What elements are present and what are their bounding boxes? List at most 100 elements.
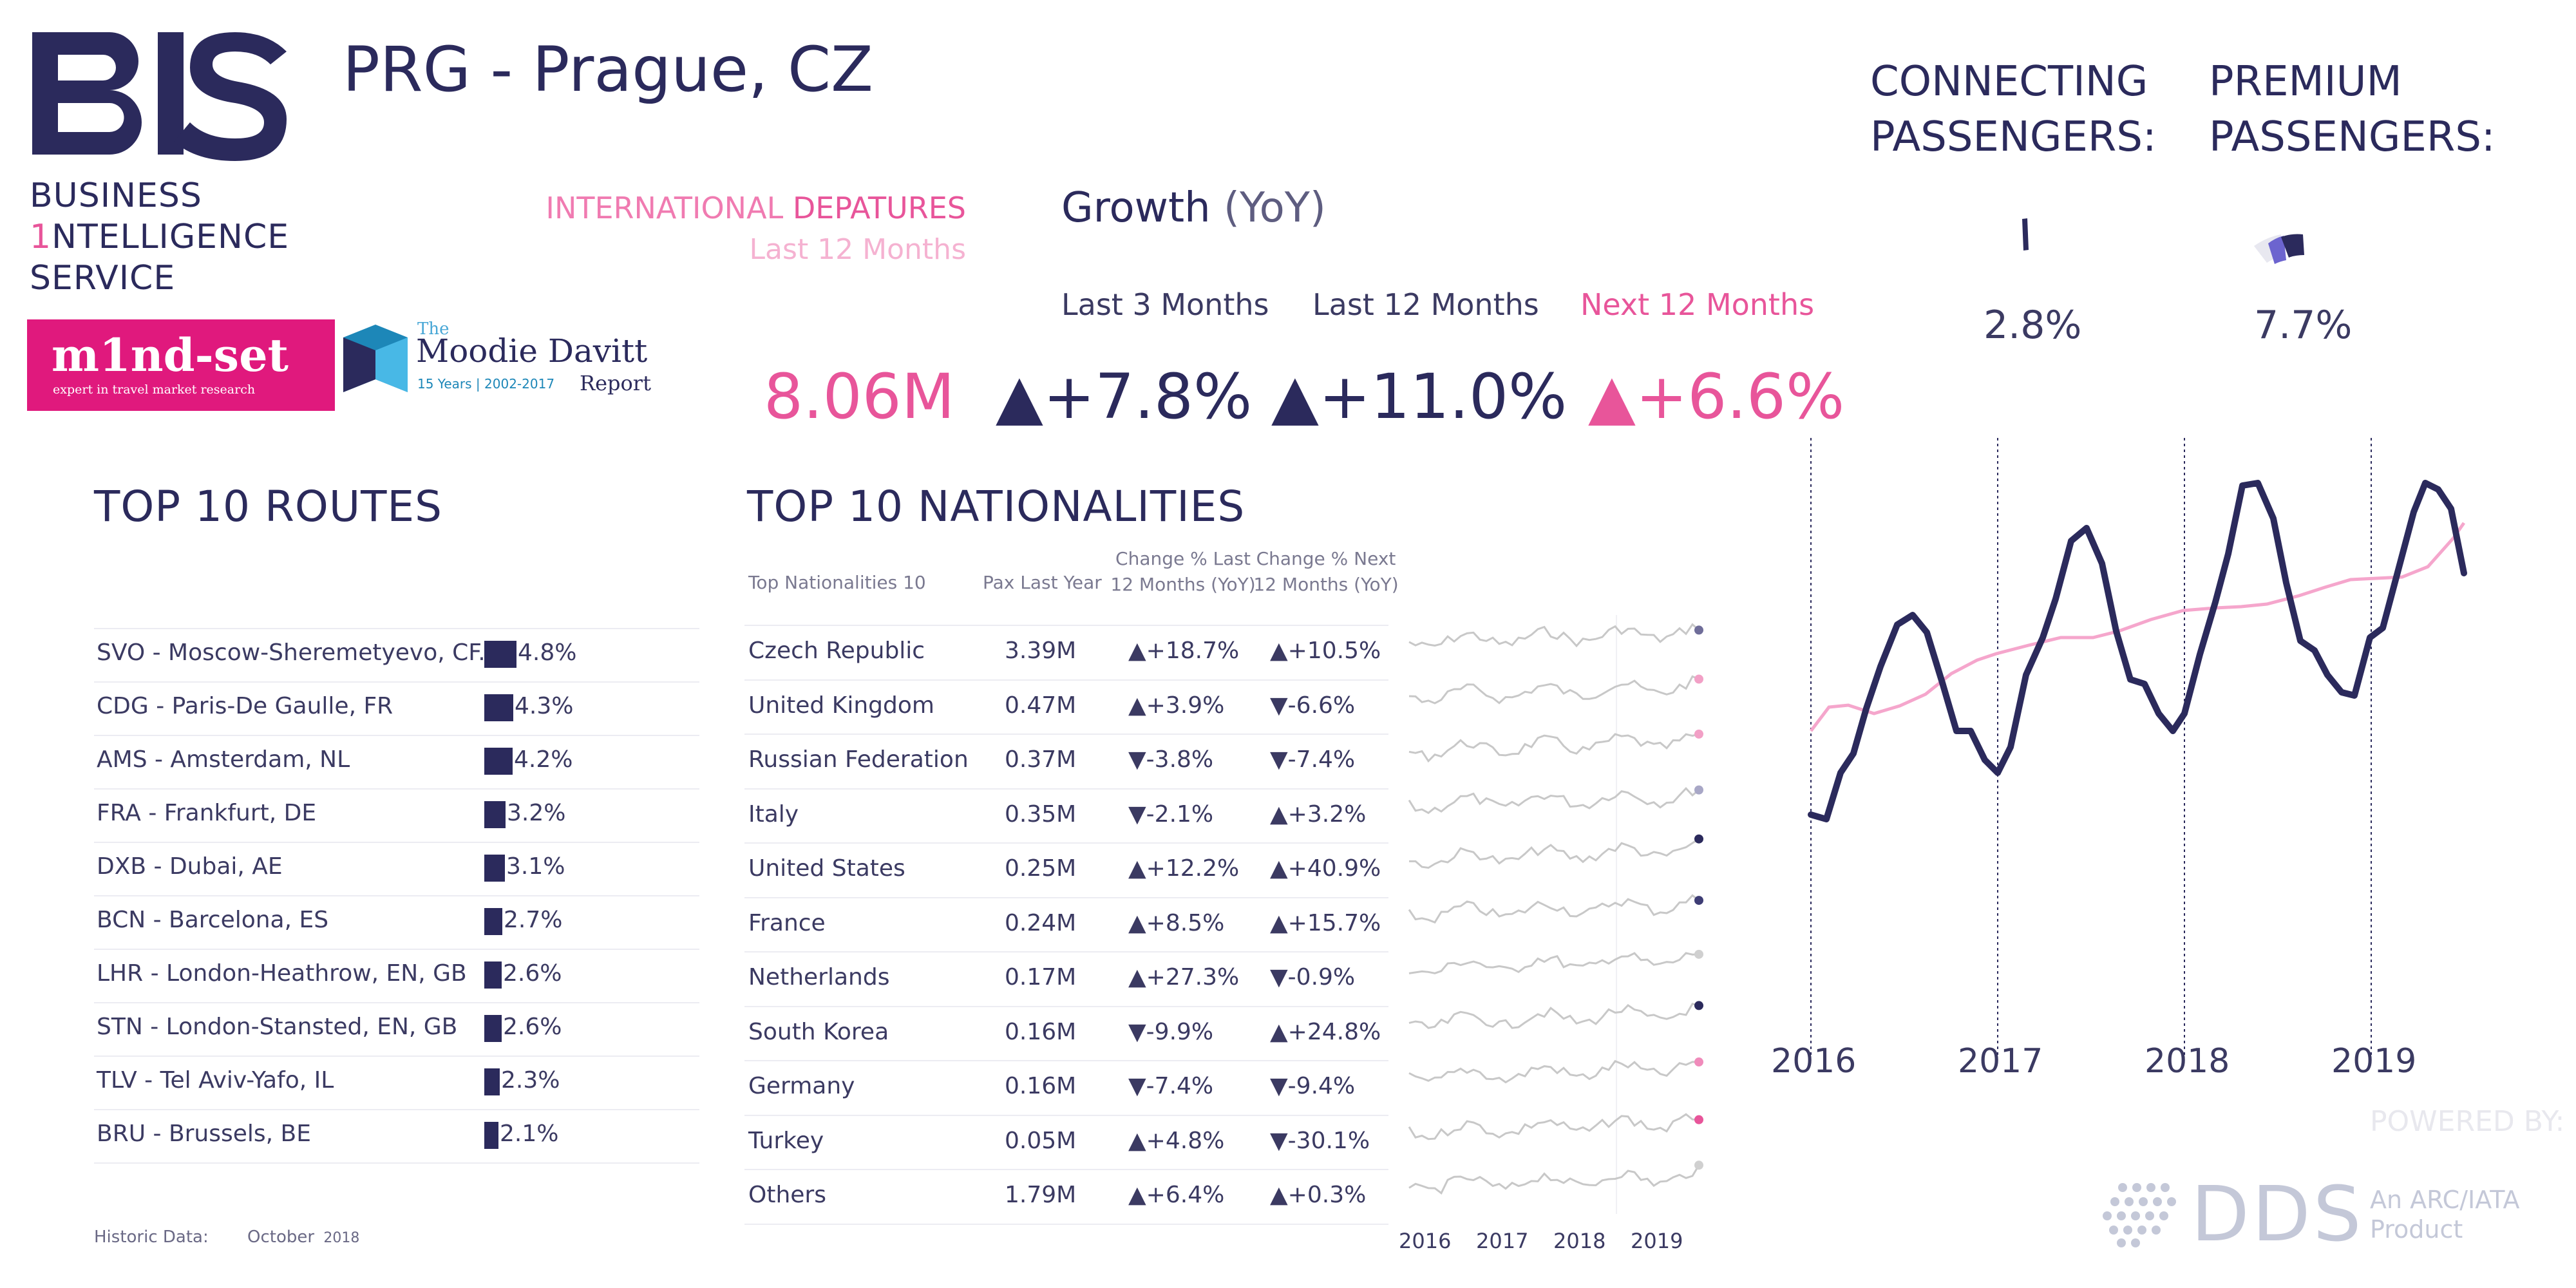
route-row-divider bbox=[94, 628, 699, 629]
trend-year-label: 2016 bbox=[1771, 1042, 1857, 1081]
powered-by: POWERED BY: bbox=[2370, 1105, 2565, 1138]
route-row-divider bbox=[94, 895, 699, 896]
dds-sub-1: An ARC/IATA bbox=[2370, 1186, 2520, 1214]
premium-donut-arc-mid bbox=[2268, 236, 2286, 264]
nat-change-last: ▲+6.4% bbox=[1128, 1182, 1225, 1208]
nat-change-last: ▲+4.8% bbox=[1128, 1127, 1225, 1154]
nat-name: United Kingdom bbox=[748, 692, 934, 719]
trend-year-label: 2019 bbox=[2331, 1042, 2417, 1081]
nat-sparkline-end-dot bbox=[1694, 896, 1703, 905]
route-share-bar bbox=[484, 1122, 498, 1149]
departures-label-b: DEPATURES bbox=[792, 191, 966, 225]
nat-header-last: Change % Last 12 Months (YoY) bbox=[1110, 548, 1256, 595]
brand-name: BUSINESS 1NTELLIGENCE SERVICE bbox=[30, 175, 289, 299]
growth-title-suffix: (YoY) bbox=[1224, 184, 1326, 232]
nat-pax: 0.24M bbox=[1005, 909, 1077, 936]
route-name: BCN - Barcelona, ES bbox=[97, 907, 329, 933]
nat-name: Others bbox=[748, 1182, 826, 1208]
route-row-divider bbox=[94, 1056, 699, 1057]
page-title: PRG - Prague, CZ bbox=[343, 33, 873, 106]
nat-row-divider bbox=[744, 1169, 1388, 1170]
seasonal-trend-chart bbox=[1808, 438, 2467, 1056]
growth-value-next12: ▲+6.6% bbox=[1588, 361, 1844, 433]
route-name: TLV - Tel Aviv-Yafo, IL bbox=[97, 1067, 334, 1094]
brand-line-2: 1NTELLIGENCE bbox=[30, 216, 289, 258]
dds-logo-text: DDS bbox=[2191, 1170, 2364, 1258]
nat-row-divider bbox=[744, 788, 1388, 790]
growth-label-last3: Last 3 Months bbox=[1061, 287, 1269, 322]
nat-pax: 0.37M bbox=[1005, 746, 1077, 773]
connecting-label: CONNECTING PASSENGERS: bbox=[1870, 54, 2157, 165]
nat-sparkline-end-dot bbox=[1694, 949, 1703, 959]
growth-value-last3: ▲+7.8% bbox=[996, 361, 1252, 433]
nat-pax: 3.39M bbox=[1005, 638, 1077, 664]
nat-name: Czech Republic bbox=[748, 638, 925, 664]
nat-row-divider bbox=[744, 896, 1388, 898]
nat-row-divider bbox=[744, 842, 1388, 844]
spark-year-label: 2017 bbox=[1476, 1229, 1529, 1253]
route-share-bar bbox=[484, 908, 502, 935]
historic-data: Historic Data: October 2018 bbox=[94, 1227, 359, 1247]
nat-change-next: ▲+10.5% bbox=[1270, 638, 1381, 664]
route-share-bar bbox=[484, 1068, 500, 1095]
mindset-logo-title: m1nd-set bbox=[52, 328, 289, 382]
nat-sparkline-end-dot bbox=[1694, 834, 1703, 844]
nat-pax: 0.05M bbox=[1005, 1127, 1077, 1154]
brand-line-1: BUSINESS bbox=[30, 176, 202, 215]
dds-sub: An ARC/IATA Product bbox=[2370, 1185, 2520, 1244]
nat-sparkline-end-dot bbox=[1694, 1001, 1703, 1010]
route-share-value: 2.3% bbox=[501, 1067, 560, 1094]
nat-pax: 0.16M bbox=[1005, 1018, 1077, 1045]
nat-name: Turkey bbox=[748, 1127, 824, 1154]
route-row-divider bbox=[94, 735, 699, 736]
nat-sparkline bbox=[1408, 623, 1700, 648]
moodie-name: Moodie Davitt bbox=[416, 332, 648, 370]
growth-label-next12: Next 12 Months bbox=[1580, 287, 1815, 322]
moodie-report: Report bbox=[580, 371, 651, 395]
nat-change-next: ▲+40.9% bbox=[1270, 855, 1381, 882]
nat-name: United States bbox=[748, 855, 905, 882]
route-name: AMS - Amsterdam, NL bbox=[97, 746, 350, 773]
nat-change-last: ▼-3.8% bbox=[1128, 746, 1214, 773]
connecting-label-1: CONNECTING bbox=[1870, 58, 2148, 106]
route-name: FRA - Frankfurt, DE bbox=[97, 800, 317, 826]
route-share-value: 2.6% bbox=[503, 1014, 562, 1040]
bis-logo bbox=[26, 26, 296, 161]
premium-donut-arc-dark bbox=[2281, 234, 2304, 258]
growth-title-main: Growth bbox=[1061, 184, 1211, 232]
premium-donut bbox=[2254, 234, 2304, 264]
trend-line-pink bbox=[1810, 522, 2466, 732]
growth-value-last3-text: +7.8% bbox=[1043, 361, 1253, 433]
nat-pax: 1.79M bbox=[1005, 1182, 1077, 1208]
moodie-the: The bbox=[417, 319, 450, 339]
nat-row-divider bbox=[744, 951, 1388, 952]
nat-change-next: ▼-6.6% bbox=[1270, 692, 1356, 719]
dds-dots bbox=[2103, 1183, 2176, 1247]
nat-row-divider bbox=[744, 625, 1388, 626]
brand-line-2-accent: 1 bbox=[30, 218, 52, 256]
nat-change-last: ▲+3.9% bbox=[1128, 692, 1225, 719]
nat-sparkline-end-dot bbox=[1694, 625, 1703, 635]
growth-title: Growth (YoY) bbox=[1061, 184, 1326, 232]
nat-change-next: ▼-0.9% bbox=[1270, 964, 1356, 990]
route-name: SVO - Moscow-Sheremetyevo, CF.. bbox=[97, 639, 493, 666]
historic-year: 2018 bbox=[323, 1230, 360, 1246]
nat-name: Russian Federation bbox=[748, 746, 969, 773]
historic-label: Historic Data: bbox=[94, 1227, 209, 1247]
connecting-label-2: PASSENGERS: bbox=[1870, 113, 2157, 161]
nat-header-next: Change % Next 12 Months (YoY) bbox=[1253, 548, 1399, 595]
nat-pax: 0.17M bbox=[1005, 964, 1077, 990]
departures-label-a: INTERNATIONAL bbox=[545, 191, 784, 225]
route-share-bar bbox=[484, 748, 513, 775]
nat-sparkline bbox=[1408, 1113, 1700, 1141]
trend-line-navy bbox=[1808, 480, 2467, 822]
route-row-divider bbox=[94, 788, 699, 790]
growth-value-last12-text: +11.0% bbox=[1318, 361, 1567, 433]
nat-sparkline bbox=[1408, 1059, 1700, 1084]
mindset-logo-sub: expert in travel market research bbox=[53, 383, 256, 397]
route-name: DXB - Dubai, AE bbox=[97, 853, 283, 880]
nat-name: France bbox=[748, 909, 826, 936]
routes-title: TOP 10 ROUTES bbox=[94, 482, 443, 531]
route-share-value: 3.2% bbox=[507, 800, 566, 826]
nat-change-last: ▲+8.5% bbox=[1128, 909, 1225, 936]
